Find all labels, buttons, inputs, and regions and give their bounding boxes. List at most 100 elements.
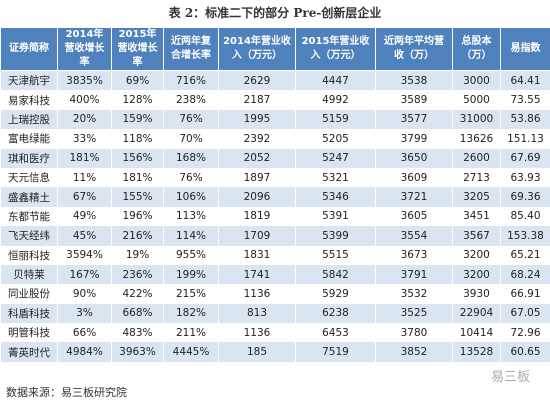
table-cell: 114% (163, 226, 219, 246)
table-cell: 216% (111, 226, 164, 246)
table-cell: 813 (218, 303, 296, 324)
column-header: 2015年营收增长率 (111, 27, 164, 71)
table-cell: 3791 (375, 264, 453, 285)
table-row: 天津航宇 3835% 69% 716% 2629 4447 3538 3000 64.41 (0, 70, 550, 91)
table-cell: 400% (57, 90, 112, 110)
table-cell: 5346 (295, 187, 376, 207)
table-row: 上瑞控股 20% 159% 76% 1995 5159 3577 31000 53.86 (0, 109, 550, 130)
table-cell: 5247 (295, 148, 376, 168)
table-cell: 2392 (218, 129, 296, 149)
table-cell: 3000 (452, 70, 501, 91)
table-row: 科盾科技 3% 668% 182% 813 6238 3525 22904 67.05 (0, 303, 550, 324)
company-name: 天元信息 (0, 167, 58, 188)
table-row: 飞天经纬 45% 216% 114% 1709 5399 3554 3567 153.38 (0, 226, 550, 246)
table-cell: 483% (111, 323, 164, 343)
table-title: 表 2：标准二下的部分 Pre-创新层企业 (168, 6, 382, 20)
table-cell: 69% (111, 70, 164, 91)
column-header: 2014年营业收入（万元） (218, 27, 296, 71)
data-table: 证券简称 2014年营收增长率 2015年营收增长率 近两年复合增长率 2014年营业收… (0, 27, 550, 362)
column-header: 2015年营业收入（万元） (295, 27, 376, 71)
table-cell: 668% (111, 303, 164, 324)
table-cell: 128% (111, 90, 164, 110)
table-cell: 7519 (295, 342, 376, 362)
table-cell: 5321 (295, 167, 376, 188)
table-cell: 10414 (452, 323, 501, 343)
table-cell: 72.96 (500, 323, 550, 343)
table-cell: 113% (163, 206, 219, 227)
table-row: 明管科技 66% 483% 211% 1136 6453 3780 10414 72.96 (0, 323, 550, 343)
column-header: 近两年平均营收（万） (375, 27, 453, 71)
table-row: 富电绿能 33% 118% 70% 2392 5205 3799 13626 151.13 (0, 129, 550, 149)
company-name: 富电绿能 (0, 129, 58, 149)
table-cell: 5000 (452, 90, 501, 110)
table-cell: 181% (111, 167, 164, 188)
company-name: 贝特莱 (0, 264, 58, 285)
table-cell: 76% (163, 109, 219, 130)
table-cell: 66.91 (500, 284, 550, 304)
table-cell: 11% (57, 167, 112, 188)
table-row: 天元信息 11% 181% 76% 1897 5321 3609 2713 63.93 (0, 167, 550, 188)
header-row: 证券简称 2014年营收增长率 2015年营收增长率 近两年复合增长率 2014年营业收… (0, 27, 550, 71)
table-cell: 4445% (163, 342, 219, 362)
company-name: 上瑞控股 (0, 109, 58, 130)
table-cell: 422% (111, 284, 164, 304)
table-row: 易家科技 400% 128% 238% 2187 4992 3589 5000 73.55 (0, 90, 550, 110)
table-cell: 3594% (57, 245, 112, 265)
table-cell: 3538 (375, 70, 453, 91)
table-cell: 5842 (295, 264, 376, 285)
table-cell: 106% (163, 187, 219, 207)
company-name: 琪和医疗 (0, 148, 58, 168)
company-name: 东都节能 (0, 206, 58, 227)
table-cell: 3451 (452, 206, 501, 227)
table-cell: 5929 (295, 284, 376, 304)
table-row: 恒丽科技 3594% 19% 955% 1831 5515 3673 3200 65.21 (0, 245, 550, 265)
table-cell: 1709 (218, 226, 296, 246)
table-cell: 1741 (218, 264, 296, 285)
table-cell: 45% (57, 226, 112, 246)
table-cell: 6238 (295, 303, 376, 324)
table-cell: 3609 (375, 167, 453, 188)
company-name: 菁英时代 (0, 342, 58, 362)
table-cell: 76% (163, 167, 219, 188)
table-row: 贝特莱 167% 236% 199% 1741 5842 3791 3200 68.24 (0, 264, 550, 285)
company-name: 飞天经纬 (0, 226, 58, 246)
table-body: 天津航宇 3835% 69% 716% 2629 4447 3538 3000 64.41 易家科… (0, 70, 550, 362)
table-cell: 199% (163, 264, 219, 285)
table-cell: 90% (57, 284, 112, 304)
table-cell: 156% (111, 148, 164, 168)
column-header: 2014年营收增长率 (57, 27, 112, 71)
table-cell: 2629 (218, 70, 296, 91)
table-cell: 4992 (295, 90, 376, 110)
table-cell: 2600 (452, 148, 501, 168)
company-name: 科盾科技 (0, 303, 58, 324)
table-cell: 3650 (375, 148, 453, 168)
table-cell: 211% (163, 323, 219, 343)
table-cell: 67% (57, 187, 112, 207)
table-cell: 3963% (111, 342, 164, 362)
table-cell: 3205 (452, 187, 501, 207)
table-cell: 19% (111, 245, 164, 265)
table-cell: 196% (111, 206, 164, 227)
table-cell: 70% (163, 129, 219, 149)
table-row: 菁英时代 4984% 3963% 4445% 185 7519 3852 13528 60.65 (0, 342, 550, 362)
table-row: 盛鑫精土 67% 155% 106% 2096 5346 3721 3205 69.36 (0, 187, 550, 207)
table-cell: 68.24 (500, 264, 550, 285)
table-cell: 1819 (218, 206, 296, 227)
table-cell: 67.05 (500, 303, 550, 324)
table-cell: 13528 (452, 342, 501, 362)
table-cell: 3200 (452, 264, 501, 285)
table-cell: 22904 (452, 303, 501, 324)
table-cell: 1136 (218, 323, 296, 343)
table-cell: 955% (163, 245, 219, 265)
table-cell: 1831 (218, 245, 296, 265)
table-cell: 168% (163, 148, 219, 168)
table-cell: 215% (163, 284, 219, 304)
table-cell: 1136 (218, 284, 296, 304)
table-cell: 3525 (375, 303, 453, 324)
column-header: 证券简称 (0, 27, 58, 71)
table-cell: 66% (57, 323, 112, 343)
table-row: 琪和医疗 181% 156% 168% 2052 5247 3650 2600 67.69 (0, 148, 550, 168)
column-header: 易指数 (500, 27, 550, 71)
source-note: 数据来源：易三板研究院 (6, 386, 127, 399)
